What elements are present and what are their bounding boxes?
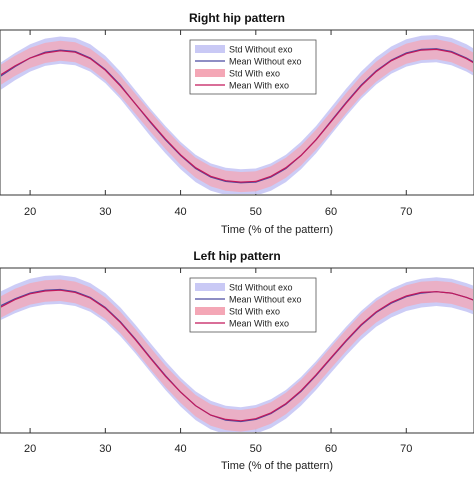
legend-label: Mean With exo <box>229 81 289 91</box>
x-tick-label: 30 <box>99 443 111 455</box>
chart-title: Left hip pattern <box>193 249 280 263</box>
std-band-with-exo <box>1 279 473 432</box>
x-tick-label: 60 <box>325 206 337 218</box>
x-tick-label: 70 <box>400 443 412 455</box>
plot-data <box>1 35 473 194</box>
mean-line-without-exo <box>1 48 473 184</box>
mean-line-without-exo <box>1 288 473 423</box>
plot-data <box>1 275 473 432</box>
legend-label: Mean Without exo <box>229 295 302 305</box>
legend-label: Std With exo <box>229 69 280 79</box>
legend-swatch <box>195 45 225 53</box>
x-tick-label: 50 <box>250 206 262 218</box>
chart-panel-0: Right hip pattern 20 30 40 50 60 70 Time (% of … <box>0 11 474 236</box>
legend-swatch <box>195 283 225 291</box>
legend-swatch <box>195 307 225 315</box>
chart-panel-1: Left hip pattern 20 30 40 50 60 70 Time (% of t… <box>0 249 474 472</box>
mean-line-with-exo <box>1 48 473 183</box>
x-tick-label: 20 <box>24 206 36 218</box>
legend: Std Without exo Mean Without exo Std With … <box>189 39 317 95</box>
x-tick-label: 50 <box>250 443 262 455</box>
legend-label: Std Without exo <box>229 45 293 55</box>
x-tick-label: 20 <box>24 443 36 455</box>
x-tick-label: 40 <box>174 443 186 455</box>
legend-label: Std With exo <box>229 307 280 317</box>
std-band-with-exo <box>1 39 473 193</box>
x-axis-label: Time (% of the pattern) <box>221 224 333 236</box>
legend-label: Std Without exo <box>229 283 293 293</box>
legend-label: Mean Without exo <box>229 57 302 67</box>
x-tick-label: 30 <box>99 206 111 218</box>
legend: Std Without exo Mean Without exo Std With … <box>189 277 317 333</box>
mean-line-with-exo <box>1 289 473 422</box>
x-tick-label: 60 <box>325 443 337 455</box>
x-tick-label: 70 <box>400 206 412 218</box>
x-axis-label: Time (% of the pattern) <box>221 460 333 472</box>
x-tick-label: 40 <box>174 206 186 218</box>
legend-label: Mean With exo <box>229 319 289 329</box>
legend-swatch <box>195 69 225 77</box>
chart-title: Right hip pattern <box>189 11 285 25</box>
